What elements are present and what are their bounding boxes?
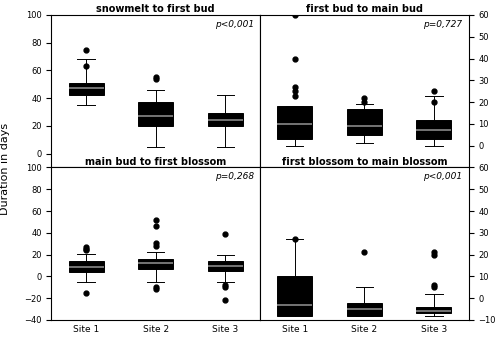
Title: snowmelt to first bud: snowmelt to first bud (96, 4, 215, 14)
PathPatch shape (347, 303, 382, 316)
Text: p<0,001: p<0,001 (423, 172, 463, 181)
PathPatch shape (208, 113, 242, 126)
PathPatch shape (138, 102, 173, 126)
Text: Duration in days: Duration in days (0, 123, 10, 215)
Text: p<0,001: p<0,001 (214, 20, 254, 28)
Title: first blossom to main blossom: first blossom to main blossom (282, 157, 447, 167)
Title: first bud to main bud: first bud to main bud (306, 4, 423, 14)
PathPatch shape (278, 276, 312, 316)
PathPatch shape (416, 120, 451, 139)
PathPatch shape (138, 259, 173, 269)
PathPatch shape (278, 106, 312, 139)
PathPatch shape (69, 83, 103, 95)
PathPatch shape (347, 108, 382, 135)
Text: p=0,727: p=0,727 (423, 20, 463, 28)
PathPatch shape (208, 261, 242, 271)
PathPatch shape (416, 307, 451, 313)
PathPatch shape (69, 261, 103, 272)
Title: main bud to first blossom: main bud to first blossom (85, 157, 227, 167)
Text: p=0,268: p=0,268 (214, 172, 254, 181)
